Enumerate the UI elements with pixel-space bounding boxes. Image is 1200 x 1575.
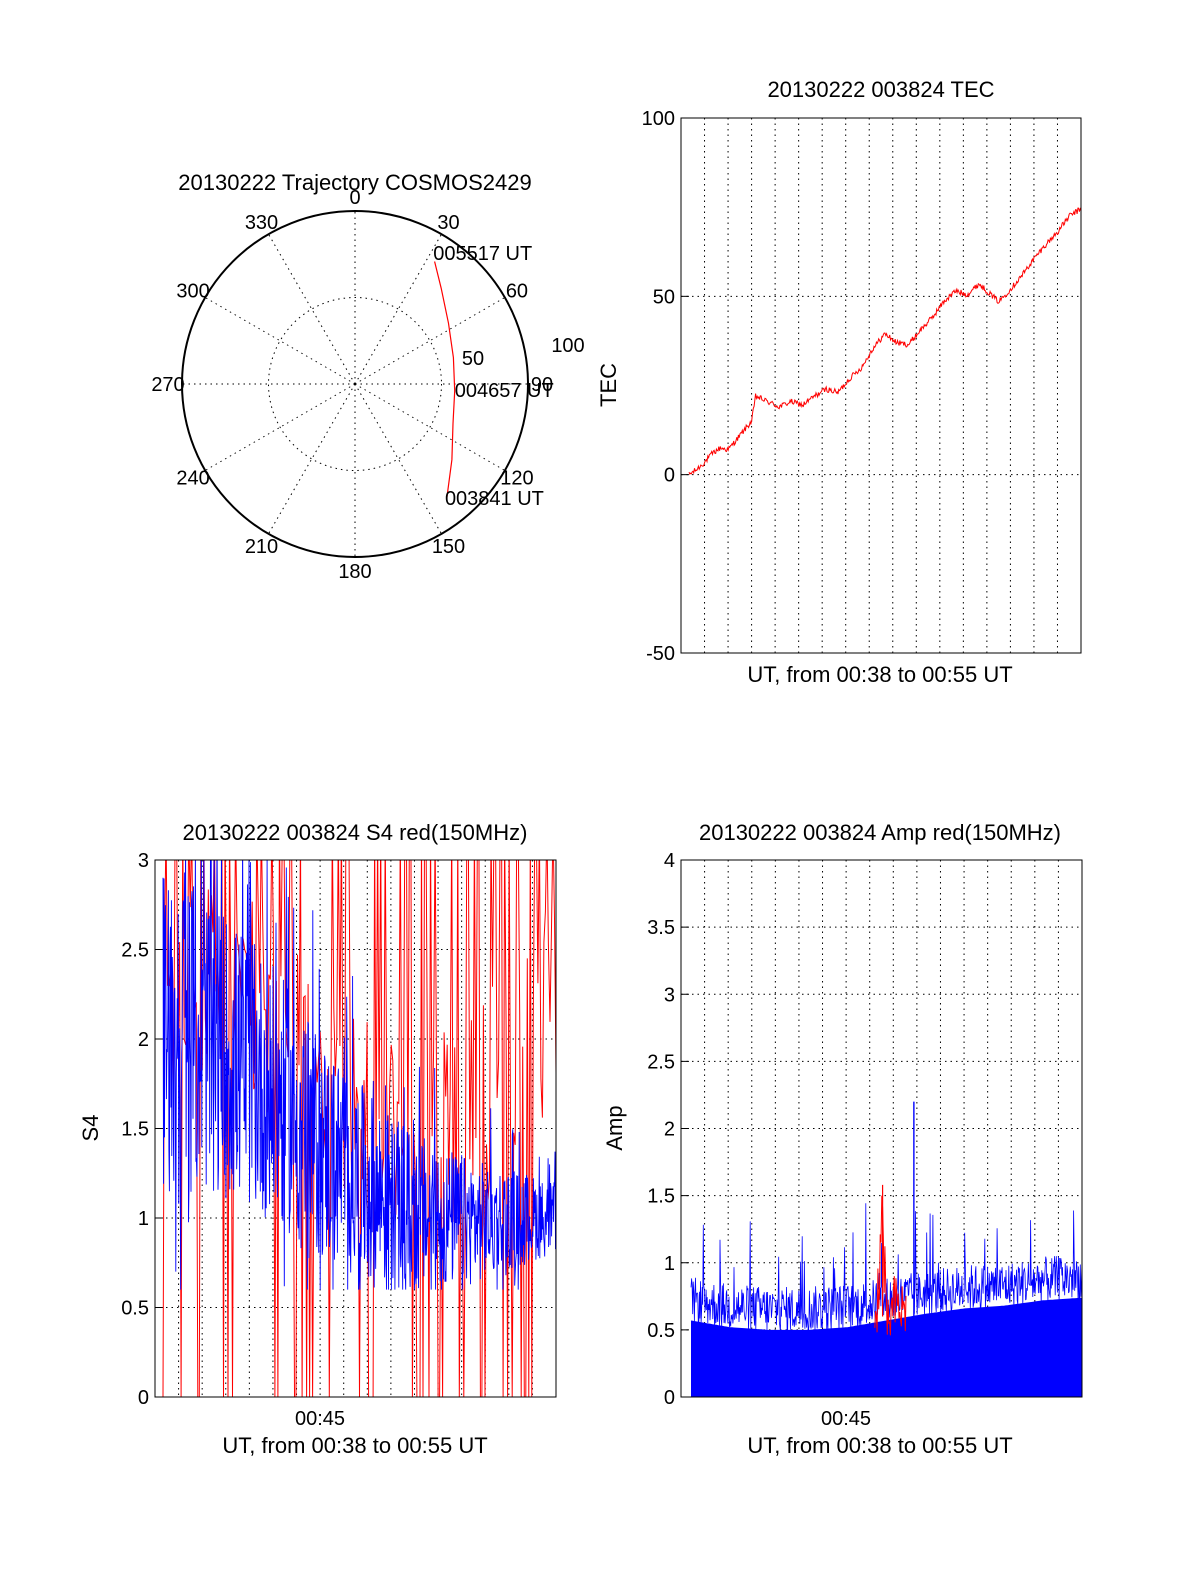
polar-angle-label: 120	[500, 468, 533, 490]
y-tick-label: 1.5	[647, 1186, 675, 1208]
y-tick-label: 0	[664, 465, 675, 487]
y-tick-label: 2.5	[121, 940, 149, 962]
polar-angle-labels: 0 30 60 90 120 150 180 210 240 270 300 330	[151, 187, 553, 583]
y-tick-label: 3.5	[647, 917, 675, 939]
polar-angle-label: 180	[338, 561, 371, 583]
amp-grid	[681, 859, 1082, 1398]
amp-panel: 20130222 003824 Amp red(150MHz) 0 0.5 1 1.5…	[602, 820, 1083, 1458]
polar-mid-circle	[268, 297, 442, 471]
polar-annotations: 005517 UT 004657 UT 003841 UT	[433, 243, 553, 510]
y-tick-label: 3	[664, 984, 675, 1006]
tec-ylabel: TEC	[596, 363, 621, 407]
amp-xlabel: UT, from 00:38 to 00:55 UT	[747, 1433, 1012, 1458]
polar-time-annotation: 003841 UT	[445, 488, 544, 510]
polar-angle-label: 0	[349, 187, 360, 209]
polar-grid	[181, 210, 529, 558]
polar-spoke	[354, 297, 506, 385]
y-tick-label: 1	[664, 1253, 675, 1275]
y-tick-label: 3	[138, 850, 149, 872]
polar-radius-label-100: 100	[551, 335, 584, 357]
s4-panel: 20130222 003824 S4 red(150MHz) 0 0.5 1 1.5 2…	[78, 820, 557, 1458]
polar-radius-label-50: 50	[462, 348, 484, 370]
polar-spoke	[354, 383, 506, 471]
y-tick-label: 0.5	[121, 1298, 149, 1320]
polar-title: 20130222 Trajectory COSMOS2429	[178, 170, 531, 195]
y-tick-label: 0.5	[647, 1320, 675, 1342]
polar-angle-label: 330	[245, 212, 278, 234]
y-tick-label: -50	[646, 643, 675, 665]
polar-angle-label: 150	[432, 536, 465, 558]
tec-line	[688, 207, 1082, 476]
polar-spoke	[268, 383, 356, 535]
y-tick-label: 1.5	[121, 1119, 149, 1141]
amp-plot-frame	[680, 859, 1083, 1398]
polar-trajectory-series	[434, 261, 456, 498]
polar-trajectory-panel: 20130222 Trajectory COSMOS2429 0 30 60 90 12…	[151, 170, 584, 583]
polar-angle-label: 60	[506, 281, 528, 303]
y-tick-label: 100	[642, 108, 675, 130]
polar-angle-label: 270	[151, 374, 184, 396]
y-tick-label: 50	[653, 286, 675, 308]
tec-series	[688, 207, 1082, 476]
polar-time-annotation: 004657 UT	[455, 380, 554, 402]
amp-ylabel: Amp	[602, 1105, 627, 1150]
polar-angle-label: 90	[531, 374, 553, 396]
y-tick-label: 0	[138, 1387, 149, 1409]
polar-angle-label: 30	[437, 212, 459, 234]
amp-blue-fill	[691, 1297, 1082, 1397]
y-tick-label: 4	[664, 850, 675, 872]
tec-panel: 20130222 003824 TEC -50 0 50 100 UT, from 0…	[596, 77, 1082, 687]
amp-red-series	[874, 1195, 907, 1336]
s4-ylabel: S4	[78, 1115, 103, 1142]
tec-plot-frame	[680, 117, 1082, 654]
y-tick-label: 2	[664, 1119, 675, 1141]
polar-angle-label: 240	[176, 468, 209, 490]
s4-series	[162, 860, 556, 1397]
tec-title: 20130222 003824 TEC	[767, 77, 994, 102]
y-tick-label: 1	[138, 1208, 149, 1230]
amp-title: 20130222 003824 Amp red(150MHz)	[699, 820, 1061, 845]
polar-trajectory-line	[434, 261, 456, 498]
tec-grid	[681, 117, 1081, 654]
y-tick-label: 2.5	[647, 1051, 675, 1073]
polar-spoke	[354, 383, 442, 535]
amp-y-ticks: 0 0.5 1 1.5 2 2.5 3 3.5 4	[647, 850, 675, 1409]
polar-spoke	[354, 233, 442, 385]
tec-xlabel: UT, from 00:38 to 00:55 UT	[747, 662, 1012, 687]
polar-angle-label: 210	[245, 536, 278, 558]
polar-angle-label: 300	[176, 281, 209, 303]
y-tick-label: 0	[664, 1387, 675, 1409]
amp-series	[690, 1101, 1082, 1397]
s4-y-ticks: 0 0.5 1 1.5 2 2.5 3	[121, 850, 149, 1409]
polar-time-annotation: 005517 UT	[433, 243, 532, 265]
s4-plot-frame	[154, 859, 557, 1398]
s4-title: 20130222 003824 S4 red(150MHz)	[183, 820, 528, 845]
amp-xtick-label: 00:45	[821, 1408, 871, 1430]
polar-spoke	[204, 297, 356, 385]
polar-spoke	[204, 383, 356, 471]
s4-blue-series	[162, 860, 556, 1290]
y-tick-label: 2	[138, 1029, 149, 1051]
polar-outer-circle	[181, 210, 529, 558]
tec-y-ticks: -50 0 50 100	[642, 108, 675, 665]
s4-xlabel: UT, from 00:38 to 00:55 UT	[222, 1433, 487, 1458]
s4-xtick-label: 00:45	[295, 1408, 345, 1430]
s4-red-series	[162, 860, 556, 1397]
polar-spoke	[268, 233, 356, 385]
